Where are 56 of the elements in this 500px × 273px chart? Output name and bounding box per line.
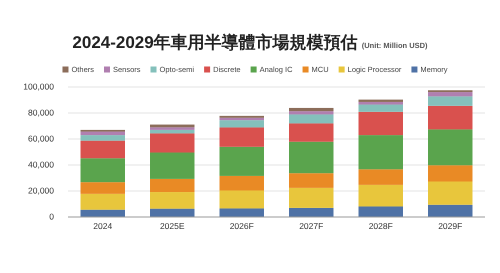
- bar: [289, 142, 334, 174]
- bar: [428, 106, 472, 130]
- bar: [80, 182, 125, 194]
- bar: [80, 132, 125, 136]
- bar: [358, 104, 403, 112]
- y-tick-label: 0: [49, 212, 54, 222]
- y-tick-label: 80,000: [28, 108, 54, 118]
- bar: [358, 169, 403, 185]
- bar: [428, 165, 472, 182]
- bar: [358, 206, 403, 217]
- y-tick-label: 40,000: [28, 160, 54, 170]
- bar: [150, 127, 194, 130]
- bar: [150, 192, 194, 209]
- bar: [150, 178, 194, 192]
- bar: [289, 111, 334, 114]
- bar: [150, 130, 194, 134]
- x-tick-label: 2026F: [230, 221, 254, 232]
- x-tick-label: 2029F: [438, 221, 462, 232]
- bar: [80, 158, 125, 182]
- bar: [289, 123, 334, 142]
- bar: [80, 140, 125, 158]
- bar: [358, 184, 403, 206]
- bar: [150, 152, 194, 179]
- bar: [428, 92, 472, 96]
- bar: [289, 108, 334, 112]
- bar: [289, 208, 334, 217]
- bar: [80, 135, 125, 141]
- bar: [220, 176, 264, 190]
- bar: [428, 182, 472, 205]
- y-tick-label: 60,000: [28, 134, 54, 144]
- x-tick-label: 2028F: [368, 221, 393, 232]
- bar: [358, 102, 403, 105]
- bar: [428, 96, 472, 106]
- bar: [220, 208, 264, 217]
- x-tick-label: 2027F: [299, 221, 324, 232]
- bar: [289, 173, 334, 188]
- chart-title: 2024-2029年車用半導體市場規模預估: [72, 33, 358, 52]
- bar: [80, 210, 125, 217]
- bar: [289, 188, 334, 208]
- bar: [428, 129, 472, 166]
- bar: [289, 114, 334, 124]
- bar: [358, 135, 403, 170]
- bar: [220, 146, 264, 176]
- bar: [220, 190, 264, 208]
- bar: [80, 194, 125, 210]
- bar: [220, 120, 264, 128]
- bar: [358, 112, 403, 136]
- y-tick-label: 20,000: [28, 186, 54, 196]
- x-tick-label: 2025E: [160, 221, 185, 232]
- bar: [428, 204, 472, 217]
- y-tick-label: 100,000: [23, 82, 54, 92]
- x-tick-label: 2024: [93, 221, 112, 232]
- bar: [150, 124, 194, 128]
- bar: [150, 133, 194, 153]
- bar: [220, 127, 264, 147]
- bar: [150, 208, 194, 217]
